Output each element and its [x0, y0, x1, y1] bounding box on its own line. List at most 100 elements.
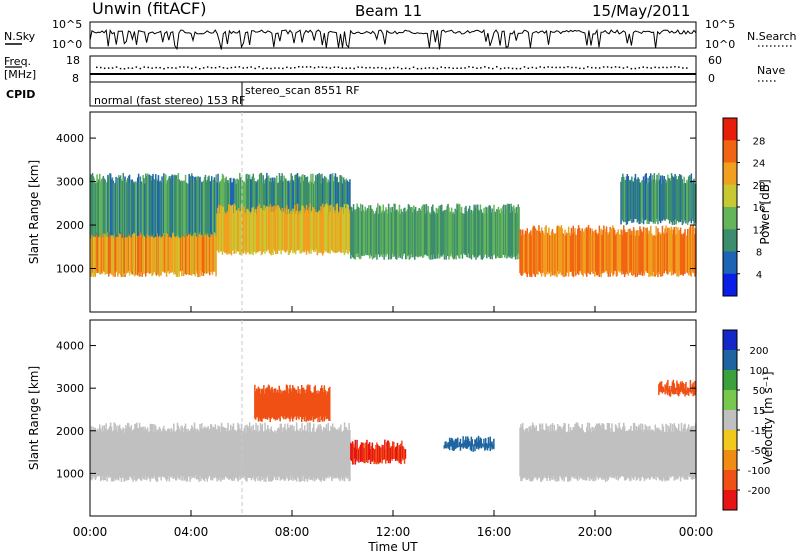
data-region-4	[636, 230, 638, 277]
data-region-3	[473, 443, 475, 446]
data-region-2	[348, 213, 350, 251]
data-region-0	[163, 215, 166, 273]
data-region-0	[201, 215, 204, 273]
data-region-0	[161, 430, 163, 477]
data-region-4	[576, 422, 578, 480]
data-region-1	[305, 389, 307, 422]
data-region-3	[451, 438, 454, 451]
ytick-label: 1000	[56, 263, 84, 276]
data-region-2	[357, 447, 359, 460]
data-region-0	[283, 427, 285, 481]
data-region-5	[659, 179, 661, 222]
data-region-3	[450, 437, 453, 447]
data-region-2	[354, 439, 357, 465]
data-region-2	[246, 209, 248, 252]
data-region-0	[211, 424, 213, 480]
nave-dot	[634, 67, 637, 70]
data-region-4	[625, 430, 628, 480]
nave-dot	[555, 66, 557, 69]
data-region-1	[164, 175, 166, 237]
data-region-4	[571, 233, 574, 276]
data-region-1	[276, 389, 279, 420]
data-region-4	[685, 432, 687, 480]
colorbar-tick-label: 15	[753, 406, 766, 417]
data-region-2	[324, 204, 327, 252]
data-region-4	[671, 424, 674, 477]
data-region-1	[263, 385, 265, 419]
data-region-5	[650, 180, 653, 222]
data-region-0	[124, 221, 126, 277]
data-region-5	[632, 181, 635, 223]
data-region-4	[610, 428, 612, 476]
data-region-4	[659, 232, 661, 275]
nave-dot	[187, 66, 189, 68]
data-region-0	[152, 221, 154, 275]
data-region-1	[262, 388, 264, 419]
data-region-4	[606, 232, 609, 274]
data-region-1	[186, 183, 189, 237]
data-region-4	[624, 431, 627, 481]
cpid-mode-normal: normal (fast stereo) 153 RF	[94, 94, 245, 107]
nave-dot	[301, 66, 304, 68]
data-region-4	[591, 228, 593, 272]
nave-dot	[527, 67, 530, 70]
data-region-3	[495, 209, 498, 259]
xtick-label: 00:00	[679, 525, 714, 539]
data-region-4	[620, 429, 622, 477]
data-region-2	[290, 210, 292, 251]
data-region-4	[686, 235, 688, 273]
nave-dot	[199, 67, 201, 70]
data-region-1	[202, 180, 205, 237]
data-region-4	[655, 428, 657, 481]
velocity-marks	[90, 379, 697, 482]
data-region-4	[525, 428, 528, 481]
data-region-0	[137, 427, 140, 479]
data-region-2	[339, 206, 341, 252]
data-region-3	[404, 207, 406, 254]
data-region-1	[166, 180, 169, 234]
data-region-4	[646, 227, 648, 273]
data-region-1	[256, 389, 259, 417]
data-region-4	[681, 431, 684, 478]
data-region-1	[185, 182, 188, 234]
data-region-5	[654, 183, 656, 224]
data-region-2	[355, 448, 357, 460]
data-region-3	[458, 442, 461, 447]
data-region-0	[110, 221, 113, 275]
data-region-0	[132, 430, 134, 482]
data-region-2	[373, 449, 375, 465]
power-colorbar-label: Power [dB]	[758, 179, 772, 244]
data-region-3	[433, 212, 436, 259]
data-region-0	[136, 422, 138, 481]
data-region-1	[163, 173, 165, 233]
data-region-1	[102, 175, 105, 234]
nave-dot	[127, 67, 130, 69]
data-region-0	[288, 428, 291, 480]
data-region-1	[204, 174, 207, 233]
data-region-4	[593, 232, 595, 274]
data-region-1	[127, 175, 130, 233]
data-region-0	[186, 431, 189, 482]
data-region-3	[383, 212, 385, 260]
data-region-4	[647, 234, 649, 273]
data-region-0	[199, 217, 201, 277]
data-region-1	[272, 388, 274, 418]
nave-dot	[448, 66, 450, 69]
data-region-1	[183, 180, 186, 238]
data-region-3	[387, 203, 390, 260]
data-region-1	[285, 178, 287, 234]
data-region-1	[192, 181, 195, 236]
data-region-1	[292, 180, 294, 237]
data-region-0	[228, 430, 230, 481]
power-ylabel: Slant Range [km]	[27, 160, 41, 264]
nave-dot	[238, 66, 241, 68]
data-region-2	[378, 445, 381, 463]
data-region-0	[258, 430, 261, 481]
data-region-4	[691, 226, 693, 272]
nave-dot	[547, 66, 549, 68]
data-region-4	[567, 233, 569, 273]
data-region-3	[465, 205, 467, 255]
data-region-0	[250, 426, 253, 481]
data-region-4	[547, 233, 549, 272]
data-region-3	[483, 438, 485, 446]
